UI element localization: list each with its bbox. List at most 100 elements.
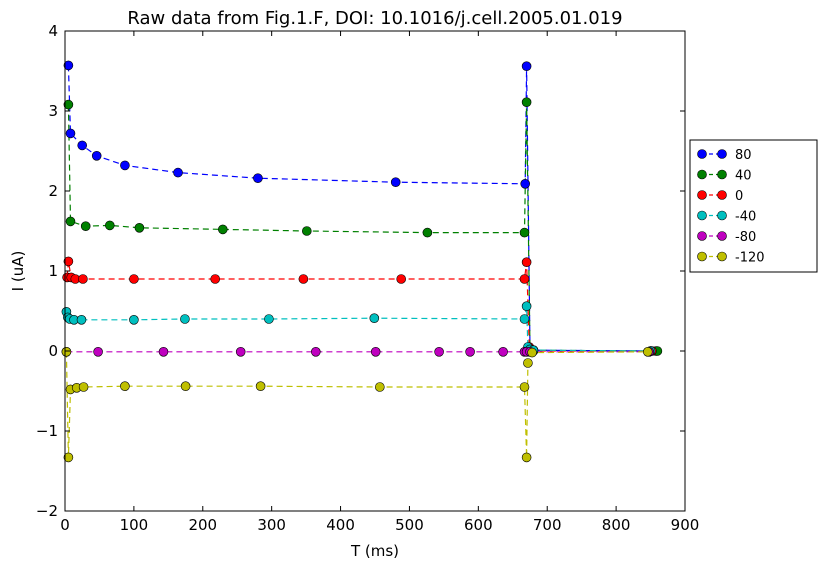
y-tick-label: 4 xyxy=(48,22,58,40)
data-point xyxy=(519,274,530,284)
data-point xyxy=(374,382,385,392)
data-point xyxy=(422,227,433,238)
data-point xyxy=(521,452,532,463)
legend-marker xyxy=(697,149,707,159)
data-point xyxy=(235,346,246,357)
data-point xyxy=(218,224,228,235)
data-point xyxy=(180,381,191,392)
data-point xyxy=(521,97,532,107)
data-point xyxy=(264,314,274,324)
x-tick-label: 200 xyxy=(188,516,217,534)
data-point xyxy=(158,346,169,357)
legend-marker xyxy=(697,169,707,180)
data-point xyxy=(91,151,102,161)
data-point xyxy=(173,167,183,178)
data-point xyxy=(61,346,72,357)
data-point xyxy=(519,314,530,324)
y-tick-label: 2 xyxy=(48,182,58,200)
data-point xyxy=(253,173,263,183)
data-point xyxy=(520,179,531,189)
data-point xyxy=(298,274,309,284)
data-point xyxy=(519,227,530,238)
legend-label: -40 xyxy=(735,210,756,225)
legend-label: -80 xyxy=(735,230,756,245)
data-point xyxy=(396,274,407,284)
data-point xyxy=(63,452,74,463)
data-point xyxy=(80,221,91,231)
legend-marker xyxy=(697,231,707,241)
series-line-5 xyxy=(65,351,648,458)
data-point xyxy=(76,314,87,325)
x-tick-label: 400 xyxy=(326,516,355,534)
data-point xyxy=(63,60,74,71)
legend-box xyxy=(689,139,818,273)
data-point xyxy=(498,346,508,357)
legend-marker xyxy=(717,251,727,262)
data-point xyxy=(210,274,220,284)
legend-label: 40 xyxy=(735,169,752,184)
data-point xyxy=(465,346,475,357)
data-point xyxy=(390,177,401,187)
data-point xyxy=(77,140,87,151)
data-point xyxy=(105,220,115,231)
data-point xyxy=(93,346,103,357)
chart-title: Raw data from Fig.1.F, DOI: 10.1016/j.ce… xyxy=(127,8,622,29)
x-tick-label: 0 xyxy=(60,516,70,534)
data-point xyxy=(521,257,532,268)
data-point xyxy=(129,274,139,284)
data-point xyxy=(65,216,76,227)
data-point xyxy=(134,223,145,233)
data-point xyxy=(519,382,530,392)
legend-marker xyxy=(717,231,727,241)
data-point xyxy=(78,382,89,392)
y-tick-label: 1 xyxy=(48,262,58,280)
data-point xyxy=(120,381,130,392)
legend-marker xyxy=(697,251,707,262)
y-tick-label: −2 xyxy=(36,502,58,520)
legend-marker xyxy=(697,190,707,200)
x-tick-label: 800 xyxy=(602,516,631,534)
legend-marker xyxy=(717,169,727,180)
data-point xyxy=(65,128,76,139)
data-point xyxy=(370,346,381,357)
legend-marker xyxy=(697,210,707,221)
x-axis-label: T (ms) xyxy=(350,542,399,560)
y-tick-label: 3 xyxy=(48,102,58,120)
data-point xyxy=(521,301,532,312)
data-point xyxy=(310,346,321,357)
data-point xyxy=(255,381,266,392)
legend-label: 0 xyxy=(735,189,743,204)
plot-frame xyxy=(64,30,686,512)
legend: 80 40 0 -40 -80 -120 xyxy=(689,139,818,273)
legend-label: -120 xyxy=(735,251,765,266)
data-point xyxy=(120,160,130,171)
data-point xyxy=(369,313,380,324)
legend-label: 80 xyxy=(735,148,752,163)
series-line-3 xyxy=(65,306,651,352)
data-point xyxy=(129,314,139,325)
y-tick-label: −1 xyxy=(36,422,58,440)
x-tick-label: 300 xyxy=(257,516,286,534)
data-point xyxy=(180,314,190,324)
data-point xyxy=(63,99,74,110)
legend-marker xyxy=(717,190,727,200)
legend-marker xyxy=(717,210,727,221)
series-line-0 xyxy=(67,65,657,352)
data-point xyxy=(301,226,312,236)
x-tick-label: 700 xyxy=(533,516,562,534)
legend-marker xyxy=(717,149,727,159)
x-tick-label: 100 xyxy=(120,516,149,534)
x-tick-label: 900 xyxy=(671,516,700,534)
plot-area: 0 100 200 300 400 500 600 700 800 900 −2 −1 0 1 2 3 4 xyxy=(36,22,699,534)
data-point xyxy=(434,346,444,357)
x-tick-label: 500 xyxy=(395,516,424,534)
data-point xyxy=(642,346,653,357)
data-point xyxy=(521,61,532,71)
series-line-2 xyxy=(66,261,652,352)
y-tick-label: 0 xyxy=(48,342,58,360)
data-point xyxy=(78,274,88,284)
data-point xyxy=(527,347,537,358)
data-point xyxy=(523,358,533,368)
series-line-1 xyxy=(67,102,658,352)
